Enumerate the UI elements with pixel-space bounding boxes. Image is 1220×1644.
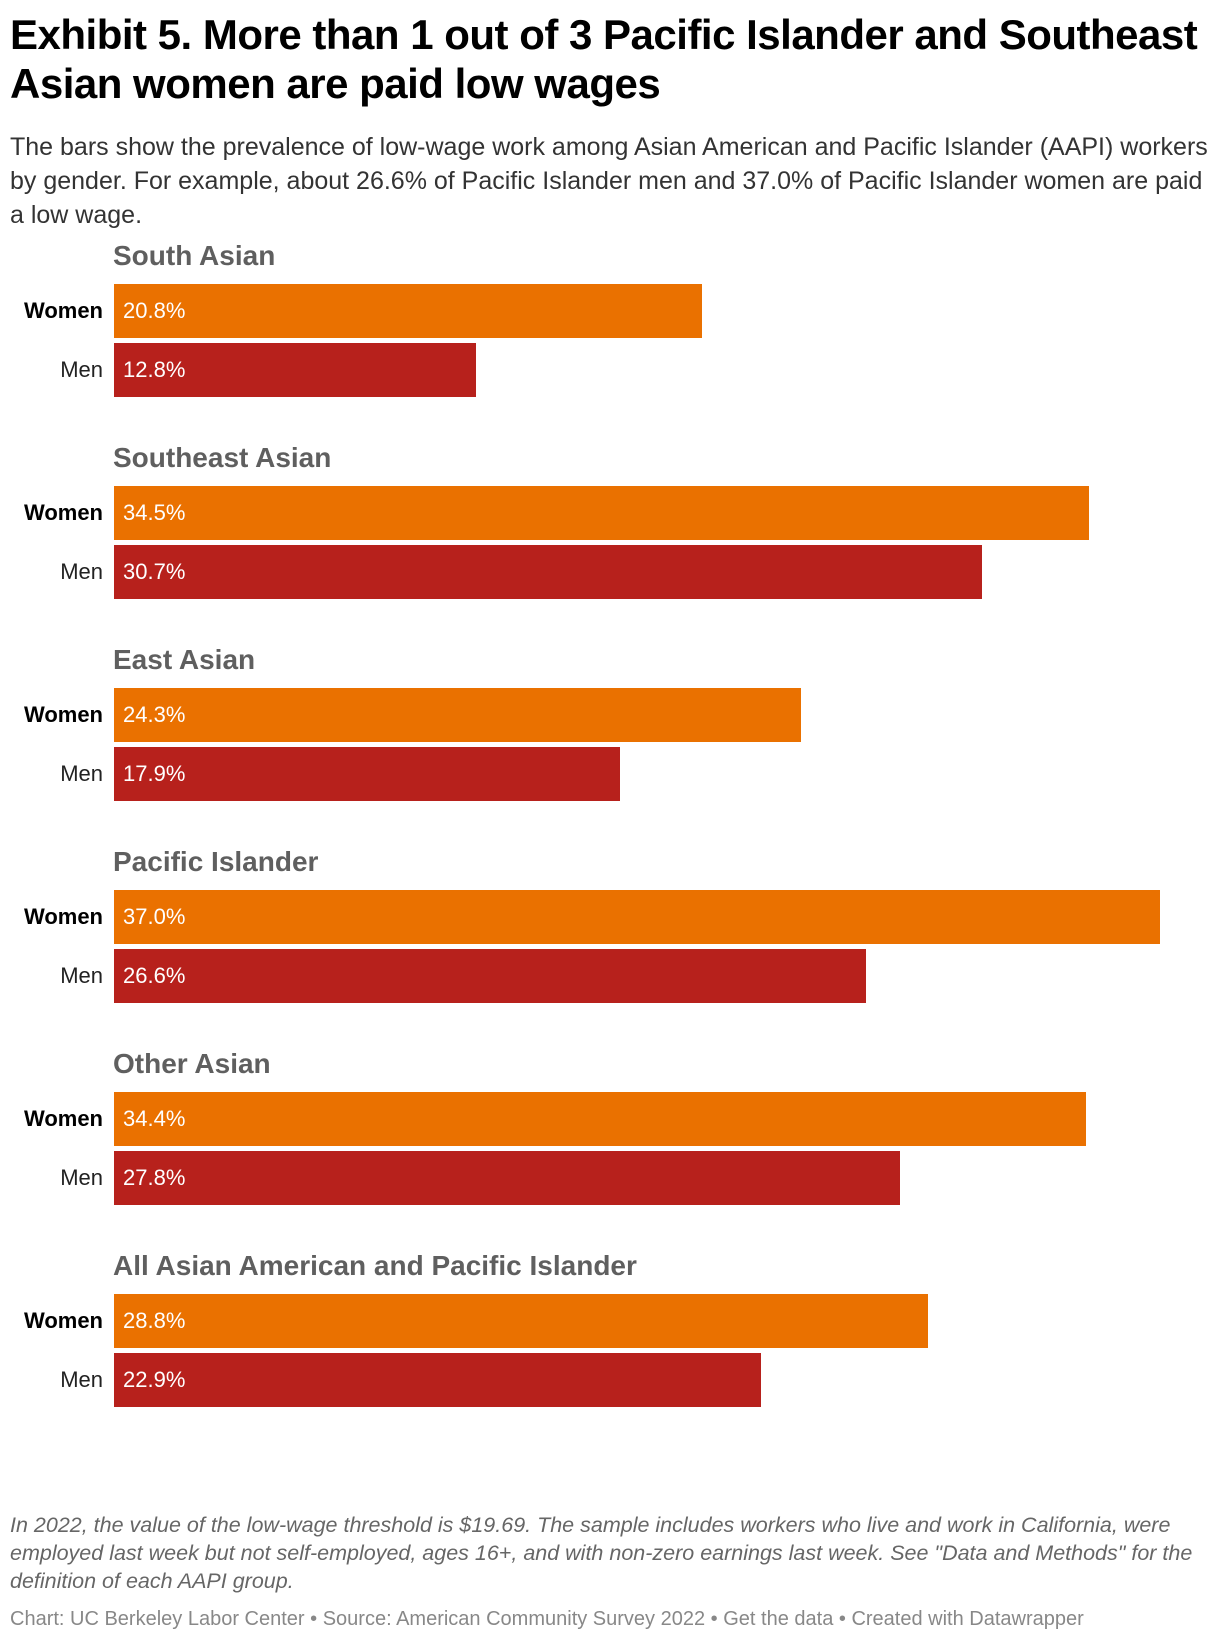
chart-description: The bars show the prevalence of low-wage…	[10, 133, 1208, 229]
bar	[114, 949, 866, 1003]
chart-title: Exhibit 5. More than 1 out of 3 Pacific …	[10, 11, 1198, 107]
bar-value-label: 30.7%	[123, 559, 186, 584]
bar	[114, 284, 703, 338]
group-title: Other Asian	[113, 1048, 271, 1079]
bar	[114, 1353, 762, 1407]
row-label: Men	[60, 357, 103, 382]
bar-value-label: 34.5%	[123, 500, 186, 525]
bar-row: Women 37.0%	[0, 890, 1220, 944]
bar-row: Men 22.9%	[0, 1353, 1220, 1407]
bar-value-label: 17.9%	[123, 761, 186, 786]
footer-chart-credit: Chart: UC Berkeley Labor Center	[10, 1608, 305, 1630]
bar	[114, 890, 1160, 944]
bar-group: East Asian Women 24.3% Men 17.9%	[0, 644, 1220, 824]
footer-separator: •	[833, 1608, 852, 1630]
bar-value-label: 28.8%	[123, 1308, 186, 1333]
group-title: South Asian	[113, 240, 276, 271]
bar-group: All Asian American and Pacific Islander W…	[0, 1250, 1220, 1430]
bar-chart: South Asian Women 20.8% Men 12.8% Southeast A…	[0, 240, 1220, 1500]
row-label: Women	[23, 298, 103, 323]
bar	[114, 545, 982, 599]
bar-group: Southeast Asian Women 34.5% Men 30.7%	[0, 442, 1220, 622]
bar-group: Other Asian Women 34.4% Men 27.8%	[0, 1048, 1220, 1228]
bar-value-label: 22.9%	[123, 1367, 186, 1392]
group-title: All Asian American and Pacific Islander	[113, 1250, 637, 1281]
row-label: Men	[60, 1367, 103, 1392]
bar-row: Men 12.8%	[0, 343, 1220, 397]
row-label: Men	[60, 1165, 103, 1190]
bar-row: Women 34.4%	[0, 1092, 1220, 1146]
get-the-data-link[interactable]: Get the data	[723, 1608, 834, 1630]
chart-footer: Chart: UC Berkeley Labor Center • Source…	[10, 1606, 1210, 1632]
bar	[114, 1151, 900, 1205]
footer-separator: •	[705, 1608, 724, 1630]
bar-row: Women 28.8%	[0, 1294, 1220, 1348]
footer-created-with: Created with Datawrapper	[851, 1608, 1084, 1630]
group-title: Southeast Asian	[113, 442, 332, 473]
bar-row: Women 34.5%	[0, 486, 1220, 540]
bar-row: Women 24.3%	[0, 688, 1220, 742]
bar-value-label: 20.8%	[123, 298, 186, 323]
row-label: Women	[23, 702, 103, 727]
row-label: Men	[60, 761, 103, 786]
row-label: Men	[60, 559, 103, 584]
bar	[114, 1092, 1087, 1146]
bar-row: Men 17.9%	[0, 747, 1220, 801]
row-label: Men	[60, 963, 103, 988]
group-title: East Asian	[113, 644, 256, 675]
bar-value-label: 12.8%	[123, 357, 186, 382]
bar-row: Men 30.7%	[0, 545, 1220, 599]
bar-group: Pacific Islander Women 37.0% Men 26.6%	[0, 846, 1220, 1026]
bar	[114, 1294, 929, 1348]
footer-source: Source: American Community Survey 2022	[322, 1608, 706, 1630]
bar	[114, 688, 801, 742]
chart-notes: In 2022, the value of the low-wage thres…	[10, 1513, 1193, 1593]
bar-value-label: 37.0%	[123, 904, 186, 929]
bar	[114, 747, 621, 801]
bar-row: Women 20.8%	[0, 284, 1220, 338]
row-label: Women	[23, 1106, 103, 1131]
bar-row: Men 27.8%	[0, 1151, 1220, 1205]
footer-separator: •	[304, 1608, 323, 1630]
bar-row: Men 26.6%	[0, 949, 1220, 1003]
row-label: Women	[23, 500, 103, 525]
bar-value-label: 34.4%	[123, 1106, 186, 1131]
bar-group: South Asian Women 20.8% Men 12.8%	[0, 240, 1220, 420]
bar-value-label: 26.6%	[123, 963, 186, 988]
row-label: Women	[23, 1308, 103, 1333]
bar	[114, 343, 476, 397]
row-label: Women	[23, 904, 103, 929]
bar	[114, 486, 1090, 540]
bar-value-label: 27.8%	[123, 1165, 186, 1190]
bar-value-label: 24.3%	[123, 702, 186, 727]
group-title: Pacific Islander	[113, 846, 319, 877]
